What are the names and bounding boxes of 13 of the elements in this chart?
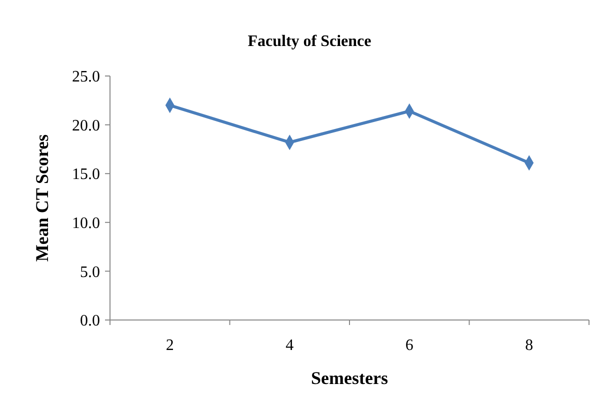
x-axis-title: Semesters [311,368,388,388]
y-tick-label: 5.0 [80,264,100,281]
chart-title: Faculty of Science [248,33,372,50]
x-tick-label: 2 [166,337,174,354]
y-tick-label: 0.0 [80,312,100,330]
x-tick-label: 8 [525,337,534,354]
y-tick-label: 15.0 [72,166,100,184]
y-tick-label: 25.0 [72,68,100,86]
x-tick-label: 4 [286,337,294,354]
x-tick-label: 6 [405,337,414,354]
y-tick-label: 20.0 [72,117,100,134]
y-axis-title: Mean CT Scores [32,134,52,262]
y-tick-label: 10.0 [72,215,100,232]
